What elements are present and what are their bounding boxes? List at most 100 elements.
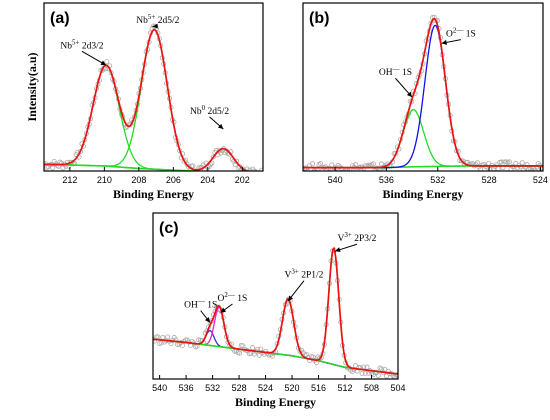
data-point xyxy=(237,350,243,356)
panel-c: 540 536 532 528 524 520 516 512 508 504 Binding En… xyxy=(152,212,406,409)
arrow-head xyxy=(220,307,227,313)
x-axis-title: Binding Energy xyxy=(113,187,194,201)
data-point xyxy=(506,159,512,165)
x-tick-label: 540 xyxy=(328,175,343,185)
panel-b: 540 536 532 528 524 Binding Energy (b) OH— 1S O2… xyxy=(302,2,548,201)
arrow-head xyxy=(100,60,107,66)
data-point xyxy=(253,169,259,171)
data-point xyxy=(478,166,484,171)
plot-area xyxy=(44,23,265,179)
plot-area xyxy=(153,246,398,379)
x-tick-label: 524 xyxy=(258,383,273,393)
data-point xyxy=(250,345,256,351)
data-point xyxy=(522,164,528,170)
data-point xyxy=(251,168,257,171)
x-tick-label: 532 xyxy=(430,175,445,185)
data-point xyxy=(375,372,381,378)
data-point xyxy=(256,352,262,358)
data-point xyxy=(310,161,316,167)
data-point xyxy=(311,168,317,171)
peak-annotation: V3+ 2P1/2 xyxy=(285,268,324,281)
peak-annotation: Nb0 2d5/2 xyxy=(190,104,229,117)
peak-annotation: Nb5+ 2d5/2 xyxy=(136,13,179,26)
envelope-fit-line xyxy=(44,28,250,171)
x-tick-label: 520 xyxy=(285,383,300,393)
x-tick-label: 202 xyxy=(235,175,250,185)
data-point xyxy=(255,173,259,177)
data-point xyxy=(474,160,480,166)
x-tick-label: 512 xyxy=(338,383,353,393)
data-point xyxy=(104,59,110,65)
x-tick-label: 508 xyxy=(364,383,379,393)
data-point xyxy=(458,158,464,164)
panel-letter: (c) xyxy=(159,220,179,237)
data-point xyxy=(318,161,324,167)
data-point xyxy=(197,337,203,343)
arrow-head xyxy=(152,23,158,29)
arrow-head xyxy=(288,295,294,301)
x-tick-label: 206 xyxy=(166,175,181,185)
data-point xyxy=(246,169,251,171)
axes-frame xyxy=(302,2,544,172)
panel-letter: (a) xyxy=(50,10,70,27)
peak-annotation: Nb5+ 2d3/2 xyxy=(60,38,103,51)
peak-annotation: O2— 1S xyxy=(218,291,248,304)
panel-letter: (b) xyxy=(309,10,329,27)
component-peak-line xyxy=(303,24,543,169)
x-tick-label: 504 xyxy=(390,383,405,393)
data-point xyxy=(160,334,166,340)
component-peak-line xyxy=(153,247,398,375)
data-point xyxy=(487,167,493,171)
envelope-fit-line xyxy=(153,246,398,375)
data-point xyxy=(526,166,532,171)
data-point xyxy=(364,364,370,370)
data-point xyxy=(498,159,504,165)
data-point xyxy=(210,154,216,160)
data-point xyxy=(384,373,390,379)
data-point xyxy=(179,343,185,349)
data-point xyxy=(165,334,171,340)
data-point xyxy=(50,165,56,171)
peak-annotation: OH— 1S xyxy=(379,65,412,78)
peak-annotation: O2— 1S xyxy=(446,27,476,40)
y-axis-title: Intensity(a.u) xyxy=(25,52,39,121)
arrow-head xyxy=(217,123,224,129)
x-tick-label: 210 xyxy=(97,175,112,185)
data-point xyxy=(359,370,365,376)
x-tick-label: 536 xyxy=(379,175,394,185)
data-point xyxy=(370,161,376,167)
data-point xyxy=(249,172,253,176)
data-point xyxy=(190,163,196,169)
data-point xyxy=(362,370,368,376)
data-point xyxy=(51,158,57,164)
plot-area xyxy=(303,14,543,171)
arrow-head xyxy=(441,39,447,45)
axes-frame xyxy=(43,2,264,172)
data-point xyxy=(261,175,265,179)
data-point xyxy=(529,167,535,171)
x-tick-label: 204 xyxy=(200,175,215,185)
x-tick-label: 528 xyxy=(232,383,247,393)
panel-a: 212 210 208 206 204 202 Binding Energy Intensit… xyxy=(25,2,265,201)
x-axis-title: Binding Energy xyxy=(235,395,316,409)
arrow-head xyxy=(406,91,413,98)
data-point xyxy=(527,166,533,171)
data-point xyxy=(238,343,244,349)
data-point xyxy=(258,175,262,179)
x-tick-label: 212 xyxy=(62,175,77,185)
x-tick-label: 540 xyxy=(152,383,167,393)
peak-annotation: V3+ 2P3/2 xyxy=(338,231,377,244)
x-tick-label: 532 xyxy=(205,383,220,393)
data-point xyxy=(342,169,348,171)
axes-frame xyxy=(152,212,399,380)
x-tick-label: 536 xyxy=(179,383,194,393)
data-point xyxy=(305,169,311,171)
data-point xyxy=(495,166,501,171)
x-axis-title: Binding Energy xyxy=(382,187,463,201)
data-point xyxy=(184,161,190,167)
data-point xyxy=(353,162,359,168)
arrow-head xyxy=(335,247,341,253)
data-point xyxy=(216,147,222,153)
data-point xyxy=(259,167,263,171)
